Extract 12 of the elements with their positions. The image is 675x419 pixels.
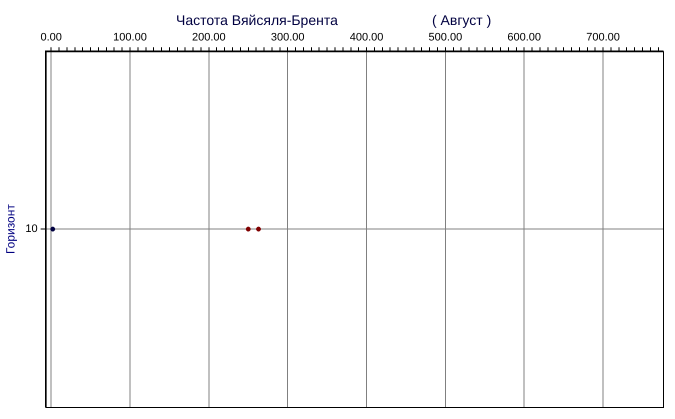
x-tick-label: 0.00: [40, 32, 62, 44]
x-tick-label: 300.00: [270, 32, 305, 44]
x-tick-label: 200.00: [192, 32, 226, 44]
chart-subtitle: ( Август ): [432, 12, 492, 28]
chart-title: Частота Вяйсяля-Брента: [176, 12, 338, 28]
x-tick-label: 400.00: [350, 32, 384, 44]
x-tick-label: 100.00: [113, 32, 147, 44]
x-tick-label: 700.00: [586, 32, 620, 44]
y-axis-title: Горизонт: [4, 204, 18, 254]
x-tick-label: 500.00: [428, 32, 462, 44]
x-tick-label: 600.00: [507, 32, 542, 44]
y-tick-label: 10: [25, 223, 38, 236]
